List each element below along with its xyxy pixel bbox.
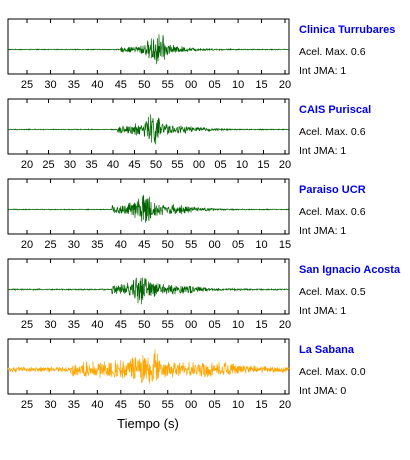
x-tick-label: 50 — [138, 399, 150, 411]
x-tick-label: 15 — [255, 399, 267, 411]
max-acceleration: Acel. Max. 0.6 — [299, 46, 366, 58]
x-tick-label: 15 — [279, 239, 291, 251]
waveform-trace — [7, 34, 290, 65]
x-tick-label: 25 — [21, 319, 33, 331]
station-name: La Sabana — [299, 344, 355, 356]
x-tick-label: 50 — [162, 239, 174, 251]
jma-intensity: Int JMA: 1 — [299, 225, 346, 237]
x-tick-label: 20 — [21, 159, 33, 171]
x-tick-label: 15 — [255, 319, 267, 331]
x-tick-label: 45 — [115, 79, 127, 91]
seismogram-panel: 25 30 35 40 45 50 55 00 05 10 15 20 Clinica Turrubar… — [7, 18, 395, 91]
x-tick-label: 25 — [42, 159, 54, 171]
x-tick-label: 20 — [279, 319, 291, 331]
station-name: CAIS Puriscal — [299, 104, 371, 116]
jma-intensity: Int JMA: 0 — [299, 385, 346, 397]
x-tick-label: 00 — [185, 79, 197, 91]
x-tick-label: 00 — [193, 159, 205, 171]
x-tick-label: 35 — [68, 399, 80, 411]
x-tick-label: 50 — [138, 79, 150, 91]
x-tick-label: 55 — [185, 239, 197, 251]
x-tick-label: 40 — [107, 159, 119, 171]
x-tick-label: 20 — [279, 399, 291, 411]
waveform-trace — [7, 277, 290, 305]
x-tick-label: 25 — [21, 79, 33, 91]
x-tick-label: 55 — [162, 319, 174, 331]
x-tick-label: 55 — [162, 399, 174, 411]
max-acceleration: Acel. Max. 0.5 — [299, 286, 366, 298]
x-tick-label: 40 — [91, 79, 103, 91]
x-tick-label: 40 — [91, 399, 103, 411]
x-tick-label: 20 — [279, 159, 291, 171]
x-tick-label: 20 — [21, 239, 33, 251]
x-tick-label: 20 — [279, 79, 291, 91]
waveform-trace — [7, 194, 290, 223]
x-tick-label: 35 — [68, 319, 80, 331]
max-acceleration: Acel. Max. 0.0 — [299, 366, 366, 378]
x-tick-label: 05 — [232, 239, 244, 251]
x-tick-label: 15 — [255, 79, 267, 91]
x-tick-label: 35 — [85, 159, 97, 171]
x-tick-label: 00 — [185, 319, 197, 331]
jma-intensity: Int JMA: 1 — [299, 305, 346, 317]
x-tick-label: 30 — [44, 399, 56, 411]
waveform-trace — [7, 349, 290, 384]
seismogram-panels: 25 30 35 40 45 50 55 00 05 10 15 20 Clinica Turrubar… — [7, 18, 401, 411]
x-tick-label: 10 — [255, 239, 267, 251]
x-tick-label: 05 — [209, 79, 221, 91]
x-tick-label: 35 — [91, 239, 103, 251]
x-tick-label: 45 — [138, 239, 150, 251]
x-tick-label: 55 — [162, 79, 174, 91]
station-name: San Ignacio Acosta — [299, 264, 401, 276]
waveform-trace — [7, 114, 290, 145]
x-tick-label: 10 — [232, 399, 244, 411]
x-tick-label: 10 — [232, 319, 244, 331]
x-tick-label: 50 — [150, 159, 162, 171]
x-tick-label: 25 — [44, 239, 56, 251]
x-tick-label: 45 — [115, 399, 127, 411]
x-tick-label: 00 — [209, 239, 221, 251]
x-tick-label: 40 — [91, 319, 103, 331]
x-tick-label: 50 — [138, 319, 150, 331]
x-tick-label: 30 — [44, 79, 56, 91]
seismogram-panel: 20 25 30 35 40 45 50 55 00 05 10 15 20 CAIS Puriscal A… — [7, 98, 371, 171]
x-tick-label: 30 — [68, 239, 80, 251]
station-name: Clinica Turrubares — [299, 24, 395, 36]
x-tick-label: 05 — [209, 399, 221, 411]
max-acceleration: Acel. Max. 0.6 — [299, 206, 366, 218]
x-tick-label: 25 — [21, 399, 33, 411]
x-tick-label: 45 — [128, 159, 140, 171]
x-tick-label: 00 — [185, 399, 197, 411]
x-tick-label: 10 — [236, 159, 248, 171]
jma-intensity: Int JMA: 1 — [299, 145, 346, 157]
seismogram-panel: 25 30 35 40 45 50 55 00 05 10 15 20 La Sabana Acel. M… — [7, 338, 366, 411]
x-tick-label: 15 — [257, 159, 269, 171]
x-tick-label: 35 — [68, 79, 80, 91]
x-tick-label: 55 — [171, 159, 183, 171]
x-tick-label: 30 — [64, 159, 76, 171]
seismogram-panel: 20 25 30 35 40 45 50 55 00 05 10 15 Paraiso UCR Acel.… — [7, 178, 366, 251]
seismogram-panel: 25 30 35 40 45 50 55 00 05 10 15 20 San Ignacio Acos… — [7, 258, 401, 331]
x-tick-label: 45 — [115, 319, 127, 331]
x-tick-label: 30 — [44, 319, 56, 331]
x-tick-label: 40 — [115, 239, 127, 251]
x-axis-label: Tiempo (s) — [117, 416, 179, 431]
x-tick-label: 10 — [232, 79, 244, 91]
station-name: Paraiso UCR — [299, 184, 366, 196]
x-tick-label: 05 — [214, 159, 226, 171]
x-tick-label: 05 — [209, 319, 221, 331]
jma-intensity: Int JMA: 1 — [299, 65, 346, 77]
max-acceleration: Acel. Max. 0.6 — [299, 126, 366, 138]
panel-frame — [7, 338, 290, 395]
